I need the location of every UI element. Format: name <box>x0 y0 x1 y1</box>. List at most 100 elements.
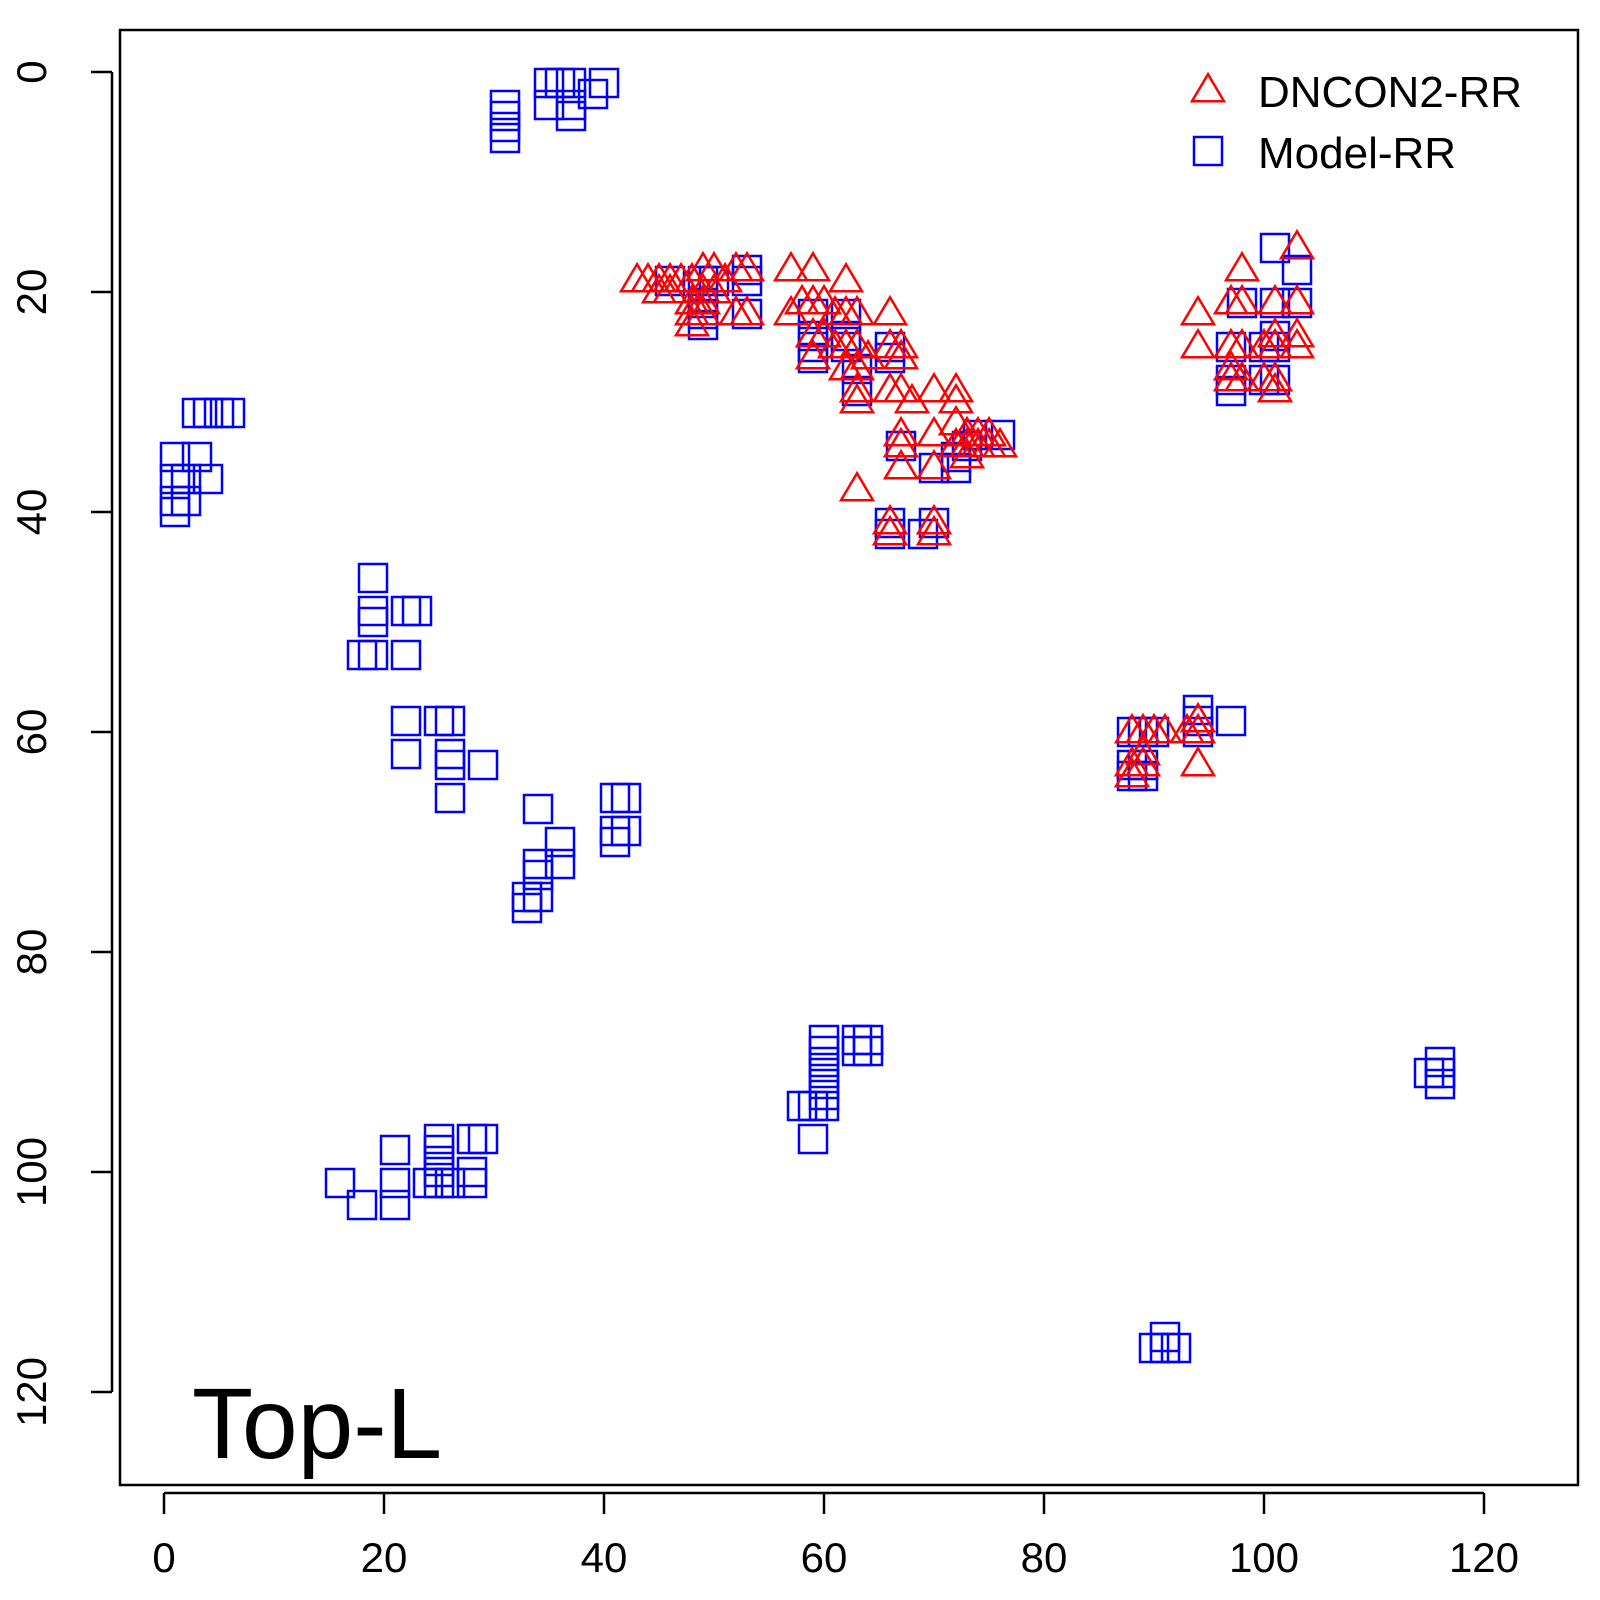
model-rr-point <box>1281 254 1313 286</box>
model-rr-point <box>533 67 565 99</box>
panel-annotation: Top-L <box>192 1368 442 1480</box>
model-rr-point <box>522 859 554 891</box>
dncon2-rr-point <box>1146 712 1184 744</box>
dncon2-rr-point <box>937 371 975 403</box>
legend-square <box>1192 135 1224 167</box>
dncon2-rr-point <box>838 327 876 359</box>
dncon2-rr-point <box>1124 745 1162 777</box>
dncon2-rr-point <box>1256 283 1294 315</box>
model-rr-point <box>555 67 587 99</box>
model-rr-point <box>456 1123 488 1155</box>
model-rr-point <box>852 1024 884 1056</box>
x-tick-label: 80 <box>1021 1534 1068 1581</box>
x-tick-label: 100 <box>1229 1534 1299 1581</box>
model-rr-point <box>808 1068 840 1100</box>
y-tick-label: 100 <box>8 1137 55 1207</box>
dncon2-rr-point <box>1168 712 1206 744</box>
x-tick-label: 20 <box>361 1534 408 1581</box>
legend-label-model-rr: Model-RR <box>1258 129 1456 178</box>
dncon2-rr-point <box>915 415 953 447</box>
dncon2-rr-point <box>728 250 766 282</box>
model-rr-point <box>841 375 873 407</box>
model-rr-point <box>357 606 389 638</box>
model-rr-point <box>599 782 631 814</box>
dncon2-rr-point <box>673 305 711 337</box>
dncon2-rr-point <box>695 250 733 282</box>
model-rr-point <box>1259 232 1291 264</box>
plot-frame <box>118 28 1580 1487</box>
legend: DNCON2-RR Model-RR <box>1189 68 1522 178</box>
dncon2-rr-point <box>871 294 909 326</box>
dncon2-rr-point <box>871 514 909 546</box>
model-rr-point <box>1424 1068 1456 1100</box>
model-rr-point <box>357 562 389 594</box>
dncon2-rr-point <box>805 283 843 315</box>
dncon2-rr-point <box>915 371 953 403</box>
dncon2-rr-point <box>970 426 1008 458</box>
model-rr-point <box>1424 1046 1456 1078</box>
dncon2-rr-point <box>772 250 810 282</box>
model-rr-point <box>456 1156 488 1188</box>
dncon2-rr-point <box>981 426 1019 458</box>
model-rr-point <box>588 67 620 99</box>
model-rr-point <box>544 826 576 858</box>
y-axis: 0 20 40 60 80 100 120 <box>8 60 114 1427</box>
model-rr-point <box>159 441 191 473</box>
dncon2-rr-point <box>1212 349 1250 381</box>
dncon2-rr-point <box>728 294 766 326</box>
dncon2-rr-point <box>838 349 876 381</box>
model-rr-point <box>808 1046 840 1078</box>
dncon2-rr-point <box>1278 283 1316 315</box>
dncon2-rr-point <box>915 503 953 535</box>
dncon2-rr-point <box>651 272 689 304</box>
dncon2-rr-point <box>1278 228 1316 260</box>
dncon2-rr-point <box>915 448 953 480</box>
legend-label-dncon2-rr: DNCON2-RR <box>1258 68 1522 117</box>
model-rr-point <box>181 441 213 473</box>
model-rr-point <box>467 749 499 781</box>
model-rr-point <box>1138 716 1170 748</box>
model-rr-point <box>390 705 422 737</box>
model-rr-point <box>423 1123 455 1155</box>
model-rr-point <box>533 89 565 121</box>
model-rr-point <box>357 639 389 671</box>
dncon2-rr-point <box>1223 250 1261 282</box>
model-rr-point <box>852 1035 884 1067</box>
model-rr-point <box>797 1123 829 1155</box>
dncon2-rr-point <box>838 382 876 414</box>
dncon2-rr-point <box>1124 734 1162 766</box>
dncon2-rr-point <box>684 283 722 315</box>
model-rr-point <box>489 111 521 143</box>
model-rr-point <box>456 1167 488 1199</box>
model-rr-point <box>1259 364 1291 396</box>
dncon2-rr-point <box>1179 327 1217 359</box>
model-rr-point <box>379 1134 411 1166</box>
model-rr-point <box>192 463 224 495</box>
dncon2-rr-point <box>1256 327 1294 359</box>
model-rr-point <box>544 67 576 99</box>
model-rr-point <box>390 738 422 770</box>
model-rr-point <box>841 1024 873 1056</box>
model-rr-point <box>434 1167 466 1199</box>
dncon2-rr-point <box>1223 327 1261 359</box>
model-rr-point <box>434 705 466 737</box>
model-rr-point <box>555 89 587 121</box>
dncon2-rr-point <box>1179 701 1217 733</box>
dncon2-rr-point <box>882 448 920 480</box>
dncon2-rr-point <box>618 261 656 293</box>
model-rr-point <box>357 595 389 627</box>
series-dncon2-rr <box>618 228 1316 788</box>
x-tick-label: 0 <box>152 1534 175 1581</box>
model-rr-point <box>544 848 576 880</box>
y-tick-label: 20 <box>8 269 55 316</box>
model-rr-point <box>467 1123 499 1155</box>
model-rr-point <box>786 1090 818 1122</box>
legend-marker-model-rr <box>1192 135 1224 167</box>
model-rr-point <box>214 397 246 429</box>
dncon2-rr-point <box>794 250 832 282</box>
y-tick-label: 60 <box>8 709 55 756</box>
dncon2-rr-point <box>640 272 678 304</box>
model-rr-point <box>808 1057 840 1089</box>
series-model-rr <box>159 67 1456 1364</box>
